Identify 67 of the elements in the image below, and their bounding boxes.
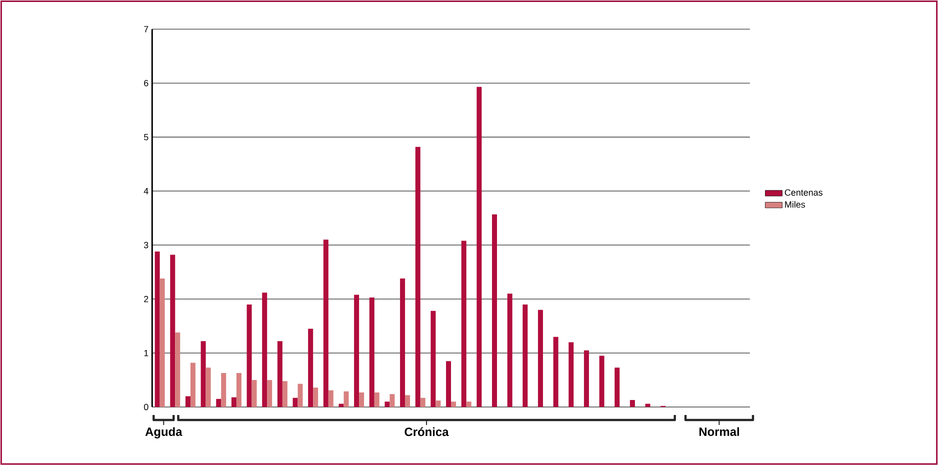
bar bbox=[236, 372, 242, 407]
bar bbox=[175, 332, 180, 407]
bar bbox=[461, 240, 466, 407]
y-tick-label: 2 bbox=[144, 296, 148, 302]
text: Crónica bbox=[404, 427, 449, 436]
bar bbox=[338, 404, 344, 407]
bar bbox=[185, 396, 190, 407]
bar bbox=[466, 402, 472, 407]
bar bbox=[154, 251, 160, 407]
bar bbox=[359, 392, 364, 407]
bar bbox=[206, 368, 211, 407]
bar bbox=[584, 350, 589, 407]
bar bbox=[216, 398, 222, 407]
legend-label: Centenas bbox=[784, 189, 822, 196]
bar bbox=[344, 391, 349, 407]
bar bbox=[160, 278, 165, 407]
bar bbox=[267, 380, 272, 407]
bar bbox=[354, 294, 360, 407]
bar bbox=[538, 310, 543, 407]
bar bbox=[170, 254, 176, 407]
bar bbox=[200, 341, 206, 407]
text: Aguda bbox=[145, 427, 182, 438]
bar bbox=[231, 397, 236, 407]
y-tick-label: 3 bbox=[144, 242, 148, 248]
bar bbox=[384, 402, 390, 407]
bar bbox=[298, 384, 303, 407]
bar bbox=[507, 294, 512, 407]
bar bbox=[328, 390, 334, 407]
y-tick-label: 7 bbox=[144, 26, 148, 32]
bar bbox=[400, 278, 406, 407]
bar bbox=[369, 297, 374, 407]
bar bbox=[405, 395, 410, 407]
bar bbox=[323, 240, 328, 407]
bar bbox=[252, 380, 257, 407]
y-tick-label: 0 bbox=[144, 404, 148, 410]
bar bbox=[568, 342, 574, 407]
bar bbox=[308, 328, 314, 407]
text: Normal bbox=[699, 427, 739, 436]
bar bbox=[374, 392, 380, 407]
legend-label: Miles bbox=[785, 200, 806, 208]
bar bbox=[599, 356, 604, 407]
bar bbox=[492, 214, 497, 407]
bar bbox=[630, 400, 635, 407]
bar bbox=[451, 402, 456, 407]
bar bbox=[282, 381, 288, 407]
y-tick-label: 6 bbox=[144, 80, 148, 86]
bar bbox=[430, 310, 436, 407]
bar bbox=[415, 146, 420, 407]
y-tick-label: 1 bbox=[144, 350, 148, 356]
bar bbox=[553, 336, 558, 407]
bar bbox=[190, 362, 196, 407]
bar bbox=[390, 394, 395, 407]
bar bbox=[614, 368, 620, 407]
bar bbox=[292, 398, 298, 407]
bar bbox=[246, 304, 252, 407]
bar bbox=[446, 361, 452, 407]
bar bbox=[436, 400, 441, 407]
y-tick-label: 4 bbox=[144, 188, 148, 194]
bar bbox=[262, 292, 268, 407]
y-tick-label: 5 bbox=[144, 134, 148, 140]
bar bbox=[277, 341, 282, 407]
bar bbox=[221, 372, 226, 407]
bar bbox=[313, 387, 318, 407]
bar bbox=[420, 398, 426, 407]
bar bbox=[522, 304, 528, 407]
bar bbox=[645, 404, 650, 407]
bar bbox=[476, 86, 482, 407]
